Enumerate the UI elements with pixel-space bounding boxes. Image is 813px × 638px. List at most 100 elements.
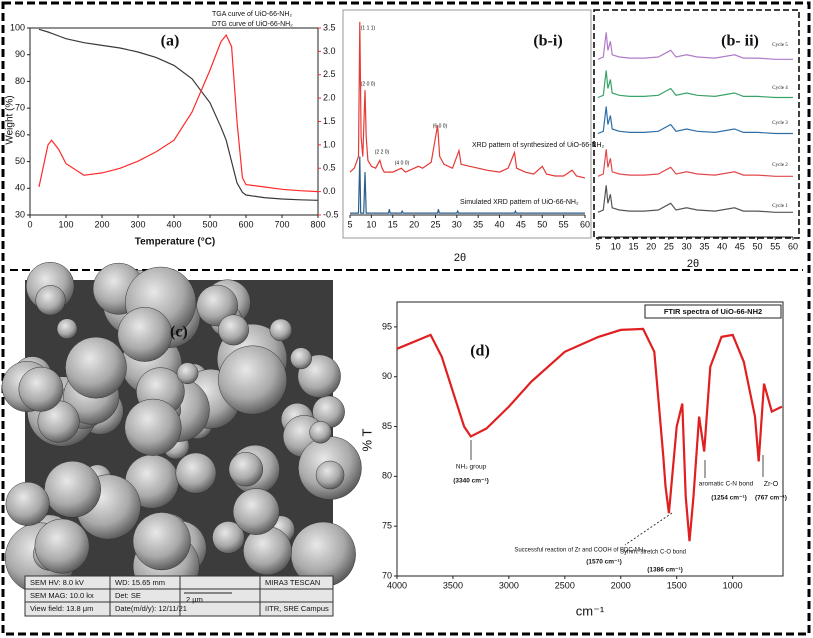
annotation: NH₂ group xyxy=(456,464,487,471)
x-tick-label: 10 xyxy=(366,219,376,229)
x-tick-label: 25 xyxy=(664,241,674,251)
legend-box xyxy=(644,304,782,319)
annotation: (1254 cm⁻¹) xyxy=(711,495,747,502)
x-tick-label: 700 xyxy=(274,219,289,229)
y-tick-label: 50 xyxy=(15,156,25,166)
sem-info: WD: 15.65 mm xyxy=(115,578,165,587)
sem-particle xyxy=(34,518,90,574)
sem-image: SEM HV: 8.0 kV WD: 15.65 mm MIRA3 TESCAN… xyxy=(1,262,362,617)
x-tick-label: 15 xyxy=(388,219,398,229)
x-tick-label: 3000 xyxy=(499,580,519,590)
series-label: Cycle 5 xyxy=(772,43,788,48)
sem-particle xyxy=(65,336,127,399)
x-tick-label: 3500 xyxy=(443,580,463,590)
sem-particle xyxy=(232,488,280,535)
y2-tick-label: 2.5 xyxy=(323,69,336,79)
annotation: (2 2 0) xyxy=(375,149,390,155)
series-label: Cycle 1 xyxy=(772,204,788,209)
x-tick-label: 2000 xyxy=(611,580,631,590)
x-tick-label: 60 xyxy=(580,219,590,229)
x-tick-label: 50 xyxy=(753,241,763,251)
sem-info: Det: SE xyxy=(115,591,141,600)
annotation: (1386 cm⁻¹) xyxy=(647,567,683,574)
sem-info: View field: 13.8 μm xyxy=(30,604,93,613)
panel-label: (b- ii) xyxy=(721,33,759,50)
x-tick-label: 10 xyxy=(611,241,621,251)
x-tick-label: 35 xyxy=(699,241,709,251)
x-axis-label: 2θ xyxy=(454,252,466,264)
x-tick-label: 15 xyxy=(628,241,638,251)
annotation: (2 0 0) xyxy=(361,81,376,87)
x-tick-label: 1500 xyxy=(667,580,687,590)
x-tick-label: 1000 xyxy=(723,580,743,590)
y-axis-label: % T xyxy=(359,429,374,452)
y-tick-label: 100 xyxy=(10,22,25,32)
x-tick-label: 400 xyxy=(166,219,181,229)
y2-tick-label: 2.0 xyxy=(323,93,336,103)
sem-particles xyxy=(1,262,362,600)
data-line xyxy=(396,327,783,542)
x-tick-label: 50 xyxy=(537,219,547,229)
data-line xyxy=(597,70,793,99)
x-tick-label: 0 xyxy=(27,219,32,229)
legend-entry: FTIR spectra of UiO-66-NH2 xyxy=(664,307,762,316)
y-tick-label: 85 xyxy=(382,421,392,431)
x-tick-label: 5 xyxy=(347,219,352,229)
sem-particle xyxy=(35,285,66,316)
y-tick-label: 60 xyxy=(15,129,25,139)
sem-info: SEM MAG: 10.0 kx xyxy=(30,591,94,600)
annotation: XRD pattern of synthesized of UiO-66-NH₂ xyxy=(472,142,605,149)
y-tick-label: 90 xyxy=(382,371,392,381)
sem-particle xyxy=(176,362,199,385)
y-tick-label: 70 xyxy=(15,103,25,113)
sem-particle xyxy=(269,318,293,342)
x-tick-label: 40 xyxy=(495,219,505,229)
y-tick-label: 95 xyxy=(382,321,392,331)
data-line xyxy=(349,21,586,179)
annotation: Simulated XRD pattern of UiO-66-NH₂ xyxy=(460,199,579,206)
x-tick-label: 60 xyxy=(788,241,798,251)
plot-frame xyxy=(396,301,784,577)
y2-tick-label: 0.5 xyxy=(323,163,336,173)
sem-particle xyxy=(212,521,245,554)
y2-tick-label: -0.5 xyxy=(323,209,339,219)
panel-label: (b-i) xyxy=(533,33,562,50)
data-line xyxy=(597,149,793,177)
annotation: (3340 cm⁻¹) xyxy=(453,478,489,485)
annotation: Zr-O xyxy=(764,481,779,488)
x-tick-label: 4000 xyxy=(387,580,407,590)
y-tick-label: 70 xyxy=(382,570,392,580)
data-line xyxy=(38,33,319,193)
y2-tick-label: 0.0 xyxy=(323,186,336,196)
legend-entry: TGA curve of UiO-66-NH₂ xyxy=(212,11,292,18)
x-tick-label: 600 xyxy=(238,219,253,229)
y-tick-label: 40 xyxy=(15,183,25,193)
sem-particle xyxy=(5,481,50,526)
x-tick-label: 500 xyxy=(202,219,217,229)
sem-particle xyxy=(56,318,78,339)
series-label: Cycle 2 xyxy=(772,163,788,168)
data-line xyxy=(38,28,319,201)
annotation: (1570 cm⁻¹) xyxy=(586,559,622,566)
x-tick-label: 5 xyxy=(595,241,600,251)
y-tick-label: 80 xyxy=(15,76,25,86)
x-tick-label: 45 xyxy=(735,241,745,251)
sem-particle xyxy=(132,512,191,571)
x-tick-label: 25 xyxy=(430,219,440,229)
annotation: (767 cm⁻¹) xyxy=(755,495,787,502)
x-tick-label: 800 xyxy=(310,219,325,229)
panel-label: (a) xyxy=(161,33,180,50)
annotation: Successful reaction of Zr and COOH of BD… xyxy=(514,548,646,554)
x-tick-label: 40 xyxy=(717,241,727,251)
annotation: (4 0 0) xyxy=(395,160,410,166)
x-tick-label: 30 xyxy=(682,241,692,251)
x-axis-label: Temperature (°C) xyxy=(135,237,216,248)
sem-particle xyxy=(124,398,182,456)
annotation: aromatic C-N bond xyxy=(699,481,754,488)
x-tick-label: 30 xyxy=(452,219,462,229)
x-tick-label: 100 xyxy=(58,219,73,229)
x-tick-label: 2500 xyxy=(555,580,575,590)
sem-particle xyxy=(117,307,173,362)
legend-entry: DTG curve of UiO-66-NH₂ xyxy=(212,21,293,28)
